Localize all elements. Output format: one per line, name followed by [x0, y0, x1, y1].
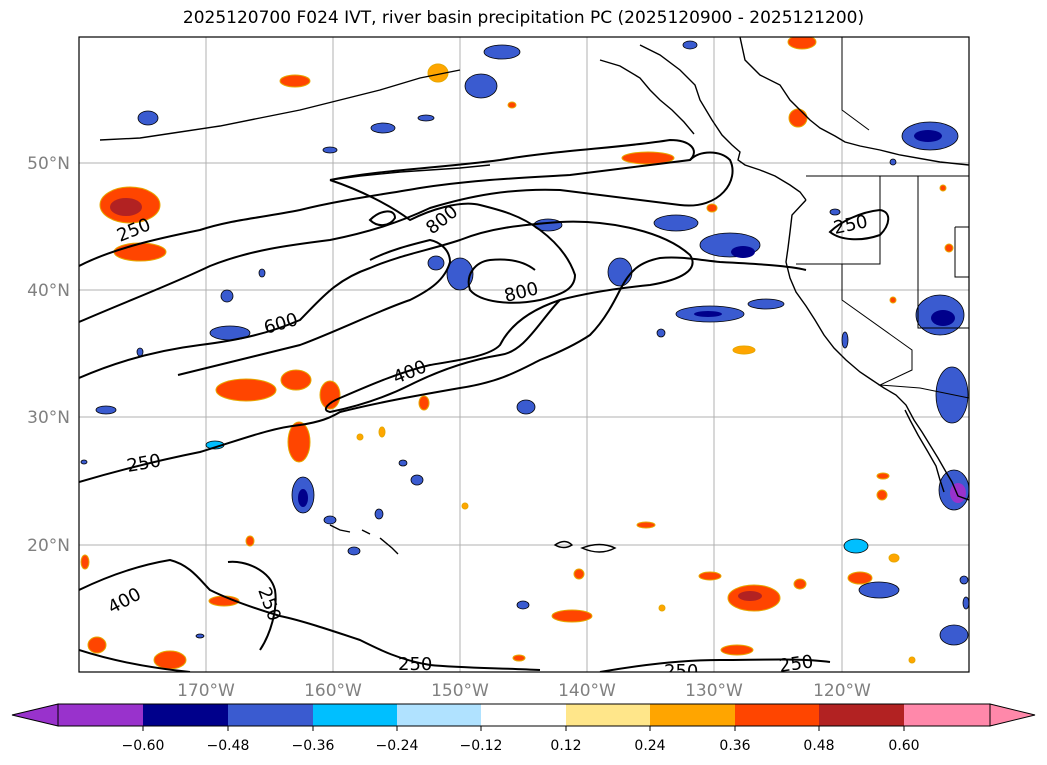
gridlines [79, 37, 969, 672]
colorbar-tick-label: −0.36 [292, 738, 335, 754]
colorbar-segment [397, 704, 481, 726]
map-frame [78, 36, 970, 673]
lat-label-40: 40°N [27, 281, 70, 301]
colorbar-segment [735, 704, 819, 726]
colorbar-tick-label: 0.12 [550, 738, 581, 754]
ivt-contours [79, 138, 890, 672]
colorbar-tick-label: −0.48 [207, 738, 250, 754]
colorbar-segment [228, 704, 313, 726]
colorbar-segment [566, 704, 650, 726]
precip-anomaly-positive [80, 37, 954, 670]
lat-labels: 50°N 40°N 30°N 20°N [27, 154, 70, 556]
lat-label-30: 30°N [27, 408, 70, 428]
colorbar-tick-label: 0.36 [719, 738, 750, 754]
map-title: 2025120700 F024 IVT, river basin precipi… [182, 8, 865, 28]
contour-label: 250 [398, 654, 432, 675]
colorbar-segment [650, 704, 735, 726]
colorbar-extend-min [11, 703, 59, 727]
colorbar-tick-label: −0.60 [122, 738, 165, 754]
colorbar-segment [819, 704, 904, 726]
lat-label-50: 50°N [27, 154, 70, 174]
contour-label: 250 [778, 651, 815, 677]
lat-label-20: 20°N [27, 536, 70, 556]
borders [796, 37, 969, 399]
lon-label-120w: 120°W [813, 681, 871, 701]
lon-labels: 170°W 160°W 150°W 140°W 130°W 120°W [177, 681, 871, 701]
coastline [99, 37, 969, 555]
colorbar-tick-label: −0.12 [460, 738, 503, 754]
colorbar: −0.60 −0.48 −0.36 −0.24 −0.12 0.12 0.24 … [11, 703, 1036, 754]
map-panel: 250 800 250 600 800 400 250 400 250 250 … [79, 37, 969, 682]
colorbar-segment [313, 704, 397, 726]
colorbar-tick-label: 0.48 [803, 738, 834, 754]
colorbar-tick-labels: −0.60 −0.48 −0.36 −0.24 −0.12 0.12 0.24 … [122, 738, 920, 754]
lon-label-170w: 170°W [177, 681, 235, 701]
colorbar-tick-label: 0.60 [888, 738, 919, 754]
colorbar-tick-label: −0.24 [376, 738, 419, 754]
colorbar-segment [481, 704, 566, 726]
colorbar-tick-label: 0.24 [634, 738, 665, 754]
colorbar-ticks [142, 726, 905, 731]
lon-label-140w: 140°W [558, 681, 616, 701]
lon-label-160w: 160°W [304, 681, 362, 701]
colorbar-segment [904, 704, 990, 726]
colorbar-segment [143, 704, 228, 726]
contour-label: 250 [664, 661, 698, 682]
precip-anomaly-negative [80, 40, 969, 646]
colorbar-extend-max [989, 703, 1036, 727]
lon-label-150w: 150°W [431, 681, 489, 701]
lon-label-130w: 130°W [685, 681, 743, 701]
colorbar-segment [58, 704, 143, 726]
